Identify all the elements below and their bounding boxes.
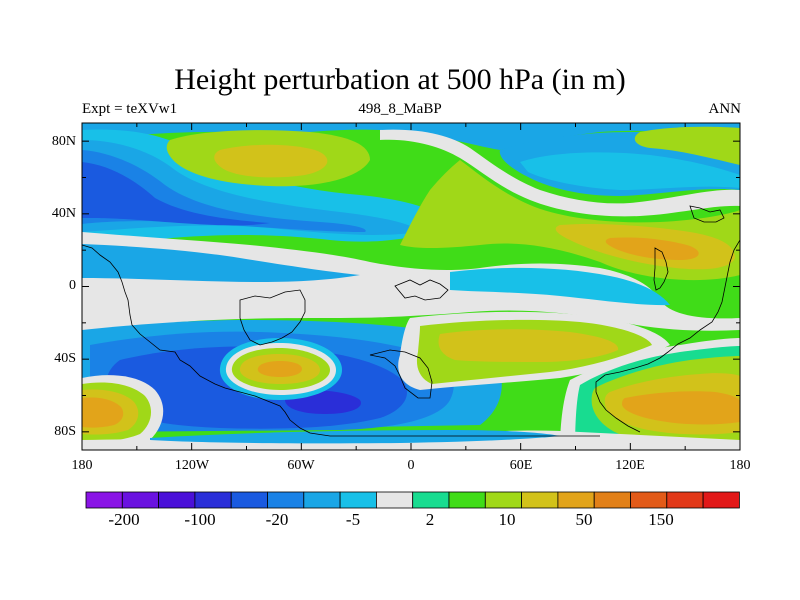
coastline-south-america [239,289,306,346]
coastline-africa-south [369,349,433,399]
height-field [82,123,740,450]
plot-title: Height perturbation at 500 hPa (in m) [174,63,626,96]
ridge-swpac-peak [82,397,124,428]
polar-band-north [82,123,740,150]
colorbar-box [339,491,377,509]
colorbar-box [375,491,414,509]
colorbar-label-2: 2 [425,510,435,529]
lon-label-120w: 120W [174,458,210,473]
coastline-east-hemisphere [595,239,740,433]
ridge-npac-east [634,126,740,165]
ridge-eurasia-peak [605,237,699,260]
colorbar-label-neg20: -20 [265,510,289,529]
lat-label-80s: 80S [54,424,76,439]
colorbar-box [557,491,595,509]
run-label: 498_8_MaBP [358,101,442,117]
colorbar-box [412,491,450,509]
lon-label-0: 0 [407,458,415,473]
lon-label-180w: 180 [71,458,93,473]
colorbar-box [630,491,668,509]
colorbar-label-10: 10 [498,510,516,529]
colorbar [85,491,740,509]
coastline-africa-west [394,279,449,301]
experiment-label: Expt = teXVw1 [82,101,178,117]
colorbar-box [521,491,559,509]
lat-label-40s: 40S [54,351,76,366]
zero-band-tropics [82,232,740,332]
colorbar-box [484,491,522,509]
axis-ticks [81,123,741,450]
trough-tropics-atlantic [450,267,670,306]
coastline-west-hemisphere [82,244,600,437]
colorbar-label-neg200: -200 [108,510,140,529]
colorbar-box [666,491,704,509]
ridge-spac-peak [257,361,302,377]
lat-label-80n: 80N [51,134,76,149]
colorbar-box [85,491,123,509]
season-label: ANN [708,101,742,117]
colorbar-box [448,491,486,509]
colorbar-box [230,491,268,509]
colorbar-label-neg100: -100 [184,510,216,529]
colorbar-box [267,491,305,509]
lon-label-120e: 120E [615,458,645,473]
colorbar-label-150: 150 [648,510,674,529]
colorbar-box [158,491,196,509]
lat-label-eq: 0 [69,278,76,293]
coastline-east-asia [689,205,725,223]
colorbar-box [194,491,232,509]
colorbar-box [702,491,740,509]
trough-tropics-band [82,244,360,282]
zero-band-atlantic [380,129,740,217]
ridge-aus-peak [622,391,740,425]
lon-label-60e: 60E [509,458,533,473]
colorbar-box [303,491,341,509]
ridge-sio-core [438,329,619,362]
continent-outlines [82,205,740,437]
ridge-npac-core [214,144,328,178]
lat-label-40n: 40N [51,206,76,221]
trough-antarctic [150,430,560,444]
coastline-siberia [653,247,669,291]
lon-label-60w: 60W [287,458,315,473]
colorbar-label-neg5: -5 [345,510,361,529]
trough-na-core [82,162,270,226]
colorbar-label-50: 50 [575,510,593,529]
lon-label-180e: 180 [729,458,751,473]
colorbar-box [121,491,160,509]
colorbar-box [593,491,631,509]
trough-arctic-eurasia-pale [520,152,740,190]
